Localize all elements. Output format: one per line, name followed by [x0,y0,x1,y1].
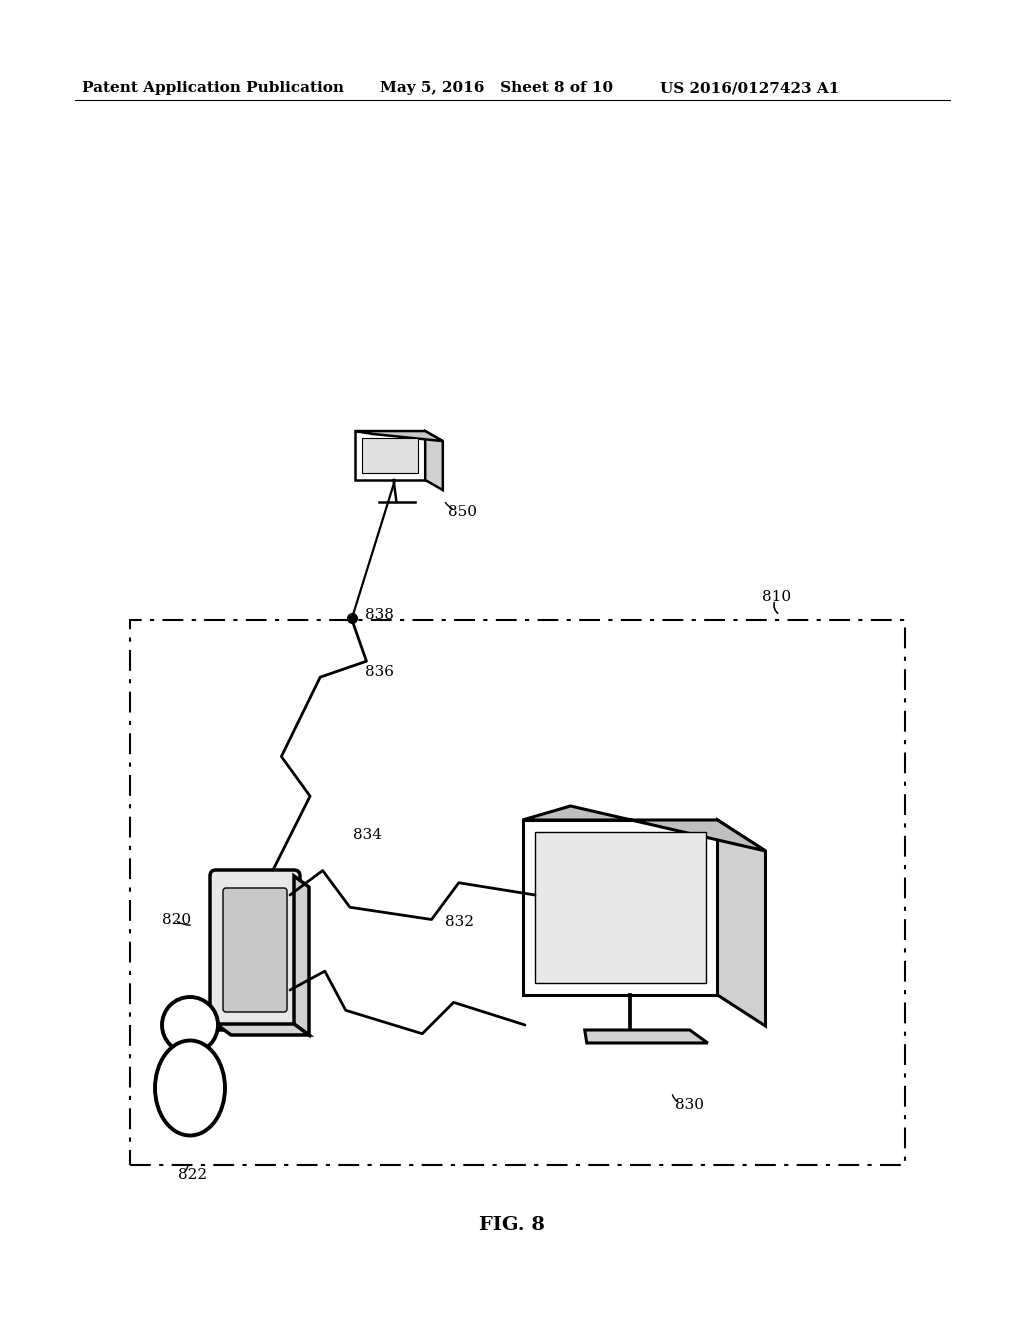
Circle shape [162,997,218,1053]
Text: 832: 832 [445,915,474,929]
Polygon shape [535,832,706,983]
Polygon shape [718,820,766,1026]
Polygon shape [425,432,442,490]
Ellipse shape [155,1040,225,1135]
Text: 822: 822 [178,1168,207,1181]
Text: 810: 810 [762,590,792,605]
FancyBboxPatch shape [210,870,300,1030]
Polygon shape [294,876,309,1035]
Polygon shape [522,807,766,851]
Text: Patent Application Publication: Patent Application Publication [82,81,344,95]
Polygon shape [522,820,718,995]
Polygon shape [585,1030,708,1043]
Text: FIG. 8: FIG. 8 [479,1216,545,1234]
Polygon shape [361,438,418,473]
Text: US 2016/0127423 A1: US 2016/0127423 A1 [660,81,840,95]
Text: 830: 830 [675,1098,705,1111]
Text: May 5, 2016   Sheet 8 of 10: May 5, 2016 Sheet 8 of 10 [380,81,613,95]
Text: 834: 834 [353,828,382,842]
Text: 836: 836 [365,665,394,678]
Text: 850: 850 [449,506,477,519]
Polygon shape [354,432,425,480]
Polygon shape [216,1024,309,1035]
Text: 838: 838 [365,609,394,622]
FancyBboxPatch shape [223,888,287,1012]
Polygon shape [354,432,442,441]
Text: 820: 820 [162,913,191,927]
